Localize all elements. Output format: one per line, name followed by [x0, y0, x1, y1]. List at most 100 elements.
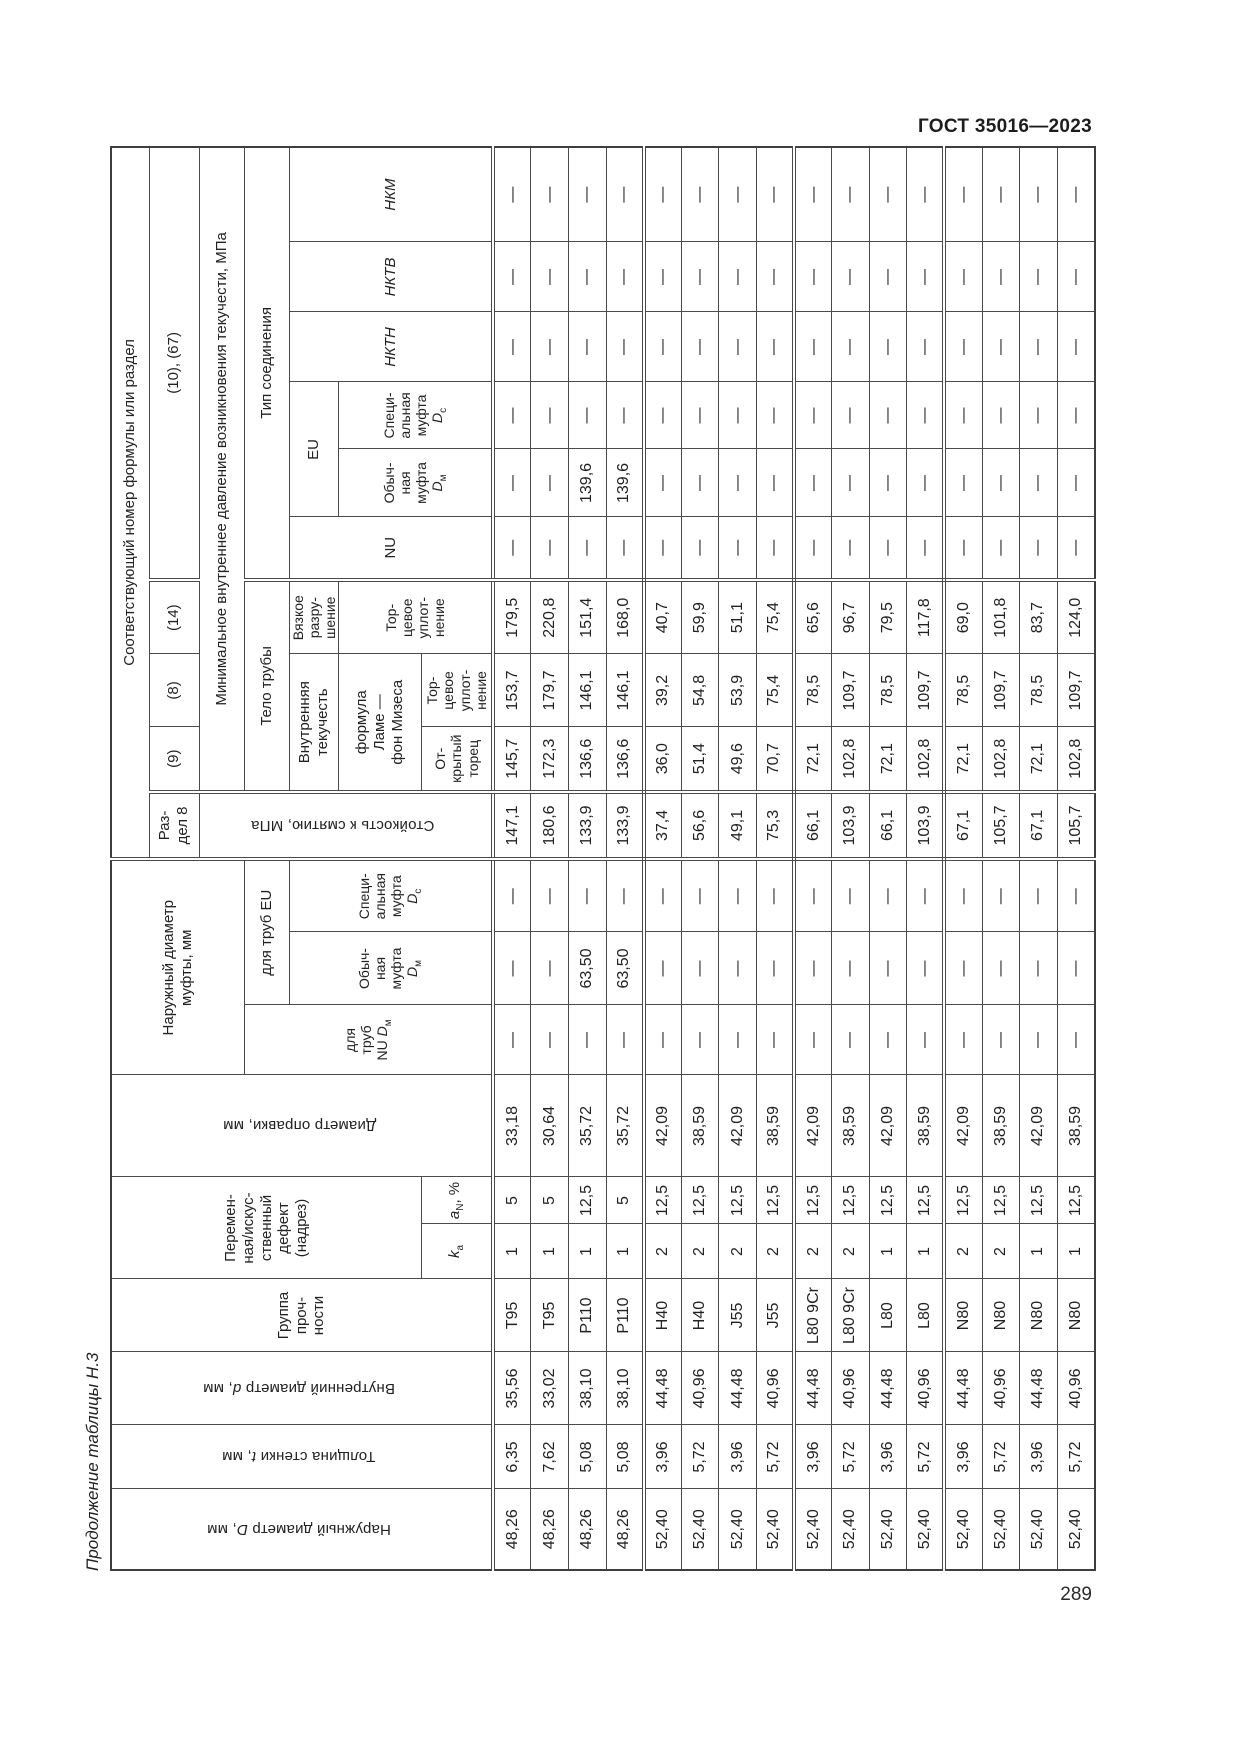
table-cell: L80	[869, 1279, 907, 1352]
table-cell: 2	[756, 1224, 795, 1279]
table-cell: —	[681, 146, 719, 242]
table-cell: —	[568, 381, 607, 449]
table-row: 52,40 3,96 44,48 L80 1 12,5 42,09— — —66,1 72,1 78…	[869, 146, 907, 1570]
table-cell: 66,1	[794, 791, 832, 859]
table-cell: —	[869, 448, 907, 517]
col-header-nu-pipes: для труб NU Dм	[244, 1004, 494, 1075]
header-eu-pipes: для труб EU	[244, 858, 289, 1005]
table-row: 52,40 5,72 40,96 N80 2 12,5 38,59— — —105,7 102,8…	[982, 146, 1020, 1570]
table-cell: 6,35	[493, 1425, 531, 1489]
table-cell: 5,08	[568, 1425, 607, 1489]
table-cell: 72,1	[1019, 726, 1058, 792]
table-body: 48,26 6,35 35,56 T95 1 5 33,18— — —147,1 145,7 153…	[493, 146, 1095, 1570]
table-cell: 96,7	[831, 579, 870, 654]
table-cell: 2	[643, 1224, 682, 1279]
table-cell: —	[643, 931, 682, 1005]
table-cell: 33,02	[530, 1352, 569, 1425]
table-cell: 67,1	[944, 791, 982, 859]
table-cell: 5	[606, 1176, 644, 1224]
table-cell: N80	[982, 1279, 1020, 1352]
table-cell: 52,40	[718, 1489, 757, 1570]
page-number: 289	[1060, 1584, 1092, 1605]
table-cell: —	[718, 241, 757, 312]
table-cell: —	[794, 241, 832, 312]
col-header-coupling-group: Наружный диаметр муфты, мм	[111, 858, 244, 1075]
table-cell: 5	[530, 1176, 569, 1224]
table-cell: 12,5	[831, 1176, 870, 1224]
table-cell: 42,09	[643, 1074, 682, 1177]
table-cell: —	[831, 1004, 870, 1075]
table-cell: —	[1057, 1004, 1095, 1075]
table-cell: 1	[493, 1224, 531, 1279]
table-cell: —	[982, 146, 1020, 242]
table-cell: 12,5	[869, 1176, 907, 1224]
table-cell: 38,10	[568, 1352, 607, 1425]
table-cell: —	[944, 241, 982, 312]
table-cell: 5,72	[982, 1425, 1020, 1489]
table-cell: 102,8	[1057, 726, 1095, 792]
table-cell: —	[1057, 516, 1095, 580]
table-cell: —	[1057, 931, 1095, 1005]
table-cell: —	[794, 516, 832, 580]
table-cell: —	[1057, 381, 1095, 449]
header-viscous-failure: Вязкое разру-шение	[289, 579, 339, 654]
table-cell: 75,4	[756, 653, 795, 727]
table-cell: —	[718, 311, 757, 382]
table-cell: 109,7	[831, 653, 870, 727]
table-cell: —	[643, 311, 682, 382]
table-cell: —	[1019, 858, 1058, 932]
table-cell: 5,72	[831, 1425, 870, 1489]
table-cell: —	[568, 241, 607, 312]
table-cell: 54,8	[681, 653, 719, 727]
table-cell: 72,1	[794, 726, 832, 792]
table-cell: J55	[718, 1279, 757, 1352]
table-cell: —	[681, 1004, 719, 1075]
table-cell: 102,8	[982, 726, 1020, 792]
table-cell: —	[606, 311, 644, 382]
col-header-mandrel-diameter: Диаметр оправки, мм	[111, 1074, 494, 1177]
table-cell: —	[568, 1004, 607, 1075]
table-cell: —	[831, 858, 870, 932]
table-cell: —	[718, 858, 757, 932]
table-cell: —	[1057, 448, 1095, 517]
table-cell: 3,96	[1019, 1425, 1058, 1489]
table-caption: Продолжение таблицы Н.3	[83, 1352, 102, 1572]
table-cell: —	[831, 241, 870, 312]
table-cell: —	[718, 448, 757, 517]
header-section8: Раз-дел 8	[149, 791, 199, 859]
table-cell: —	[718, 1004, 757, 1075]
table-cell: —	[982, 858, 1020, 932]
table-cell: 40,96	[681, 1352, 719, 1425]
table-row: 52,40 3,96 44,48 N80 1 12,5 42,09— — —67,1 72,1 78…	[1019, 146, 1058, 1570]
table-cell: 109,7	[982, 653, 1020, 727]
table-cell: 52,40	[944, 1489, 982, 1570]
table-cell: 44,48	[643, 1352, 682, 1425]
col-header-regular-coupling: Обыч-ная муфта Dм	[289, 931, 494, 1005]
table-cell: 3,96	[944, 1425, 982, 1489]
table-cell: —	[756, 146, 795, 242]
table-cell: —	[606, 381, 644, 449]
table-row: 48,26 5,08 38,10 P110 1 5 35,72—63,50—133,9 136…	[606, 146, 644, 1570]
table-cell: —	[831, 146, 870, 242]
table-cell: 37,4	[643, 791, 682, 859]
table-cell: —	[568, 146, 607, 242]
table-cell: 52,40	[794, 1489, 832, 1570]
table-cell: —	[756, 858, 795, 932]
table-cell: —	[606, 516, 644, 580]
table-cell: —	[869, 1004, 907, 1075]
table-cell: 1	[1019, 1224, 1058, 1279]
table-cell: 12,5	[1019, 1176, 1058, 1224]
document-title: ГОСТ 35016—2023	[917, 116, 1092, 137]
table-cell: —	[944, 311, 982, 382]
data-table: Наружный диаметр D, мм Толщина стенки t,…	[110, 145, 1096, 1571]
table-cell: —	[681, 931, 719, 1005]
table-cell: —	[530, 381, 569, 449]
table-cell: 1	[568, 1224, 607, 1279]
table-cell: 44,48	[718, 1352, 757, 1425]
table-cell: —	[756, 516, 795, 580]
table-cell: 51,1	[718, 579, 757, 654]
table-row: 52,40 5,72 40,96 L80 1 12,5 38,59— — —103,9 102,8…	[906, 146, 945, 1570]
table-cell: —	[794, 381, 832, 449]
table-cell: —	[493, 448, 531, 517]
table-cell: 2	[982, 1224, 1020, 1279]
